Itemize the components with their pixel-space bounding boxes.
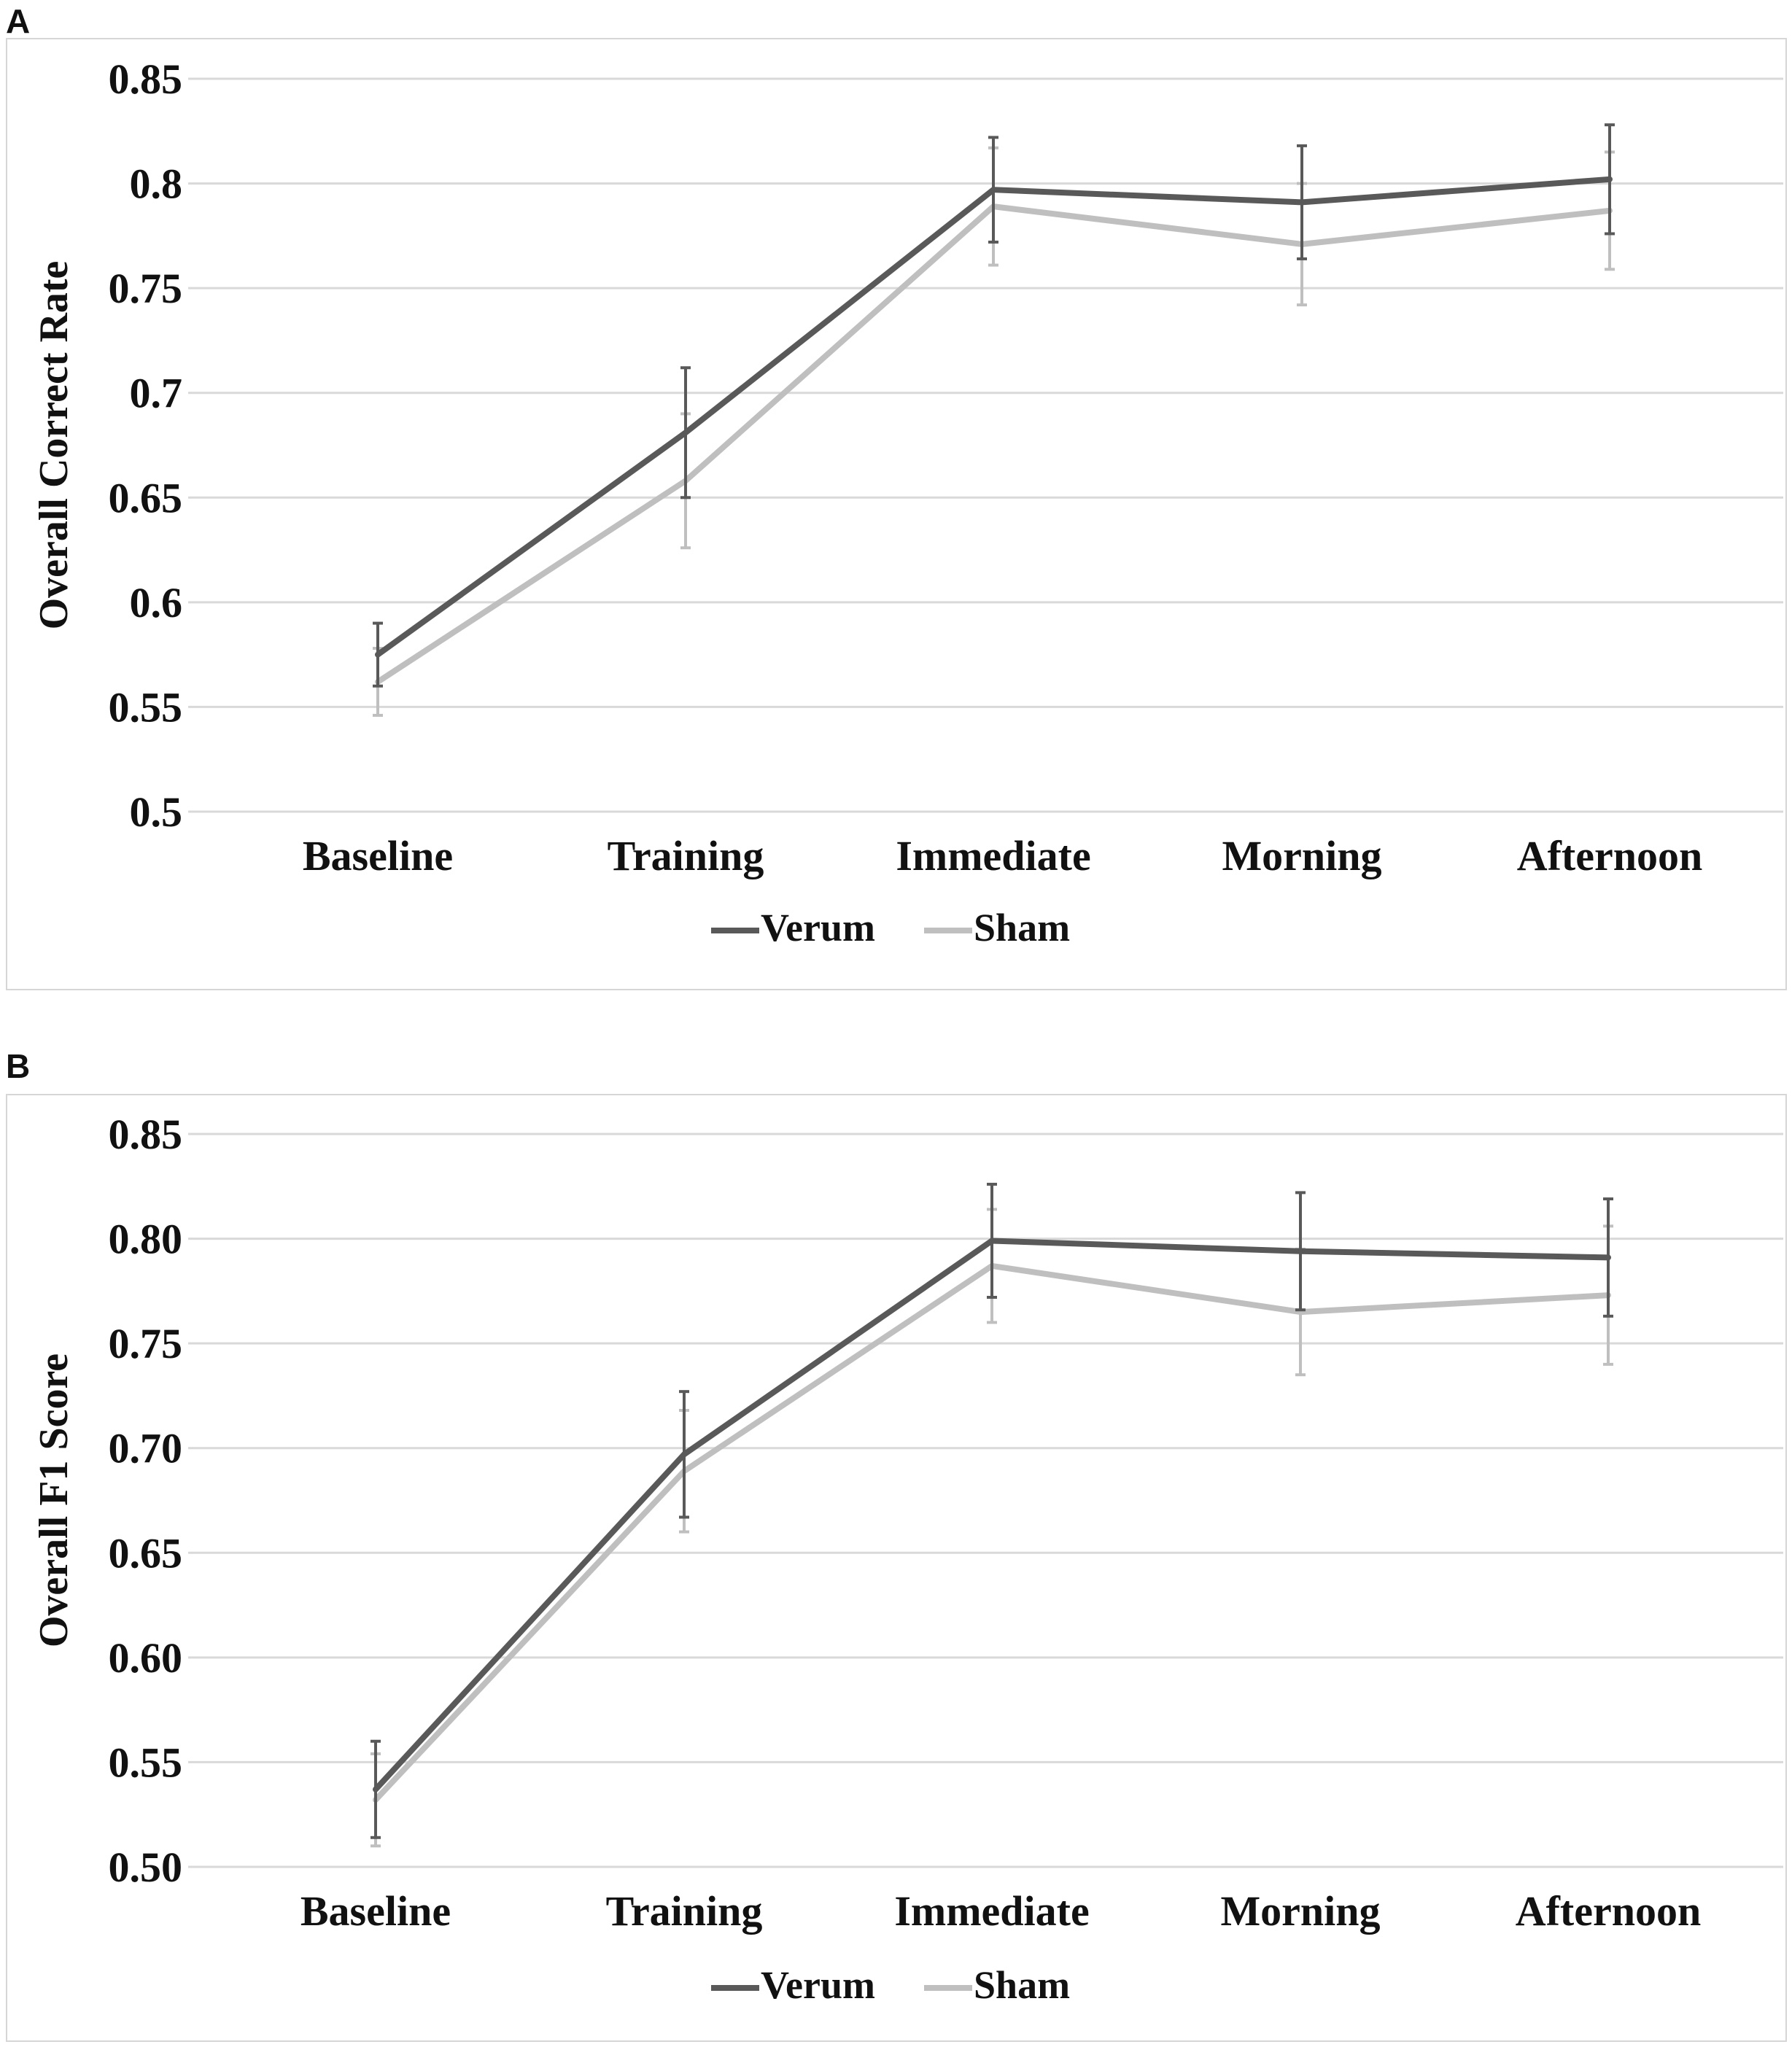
chart-b-legend-verum-label: Verum: [761, 1963, 875, 2007]
chart-a-y-tick-label: 0.85: [109, 55, 183, 103]
chart-b-sham-series-line: [373, 1262, 1611, 1803]
chart-a-y-tick-label: 0.55: [109, 683, 183, 731]
chart-b-y-tick-label: 0.55: [109, 1739, 183, 1786]
chart-b-verum-point: [1298, 1248, 1303, 1254]
chart-a-y-tick-label: 0.8: [130, 160, 183, 208]
chart-a-y-tick-label: 0.75: [109, 265, 183, 312]
chart-a-y-axis-label: Overall Correct Rate: [31, 261, 77, 630]
chart-b-y-tick-label: 0.75: [109, 1320, 183, 1367]
chart-a-verum-point: [1300, 200, 1304, 205]
chart-a-legend-verum-label: Verum: [761, 906, 875, 949]
panel-a-frame: [6, 38, 1787, 990]
chart-b-x-tick-label: Immediate: [894, 1887, 1089, 1935]
chart-b-x-tick-label: Morning: [1220, 1887, 1380, 1935]
chart-b-y-tick-label: 0.50: [109, 1844, 183, 1891]
chart-a-verum-point: [991, 187, 996, 193]
chart-b-x-tick-label: Training: [606, 1887, 763, 1935]
chart-a-x-tick-label: Morning: [1222, 832, 1381, 879]
chart-a-verum-point: [1607, 176, 1612, 182]
chart-a-x-tick-label: Training: [608, 832, 764, 879]
chart-b-x-tick-label: Baseline: [300, 1887, 451, 1935]
chart-b-y-axis-label: Overall F1 Score: [31, 1353, 77, 1647]
chart-b-y-tick-label: 0.60: [109, 1634, 183, 1682]
chart-a-legend-sham-label: Sham: [974, 906, 1070, 949]
chart-a-y-tick-label: 0.7: [130, 370, 183, 417]
chart-b-y-tick-label: 0.70: [109, 1425, 183, 1472]
chart-a-y-tick-label: 0.65: [109, 474, 183, 521]
chart-a-x-tick-label: Afternoon: [1517, 832, 1703, 879]
panel-a-label: A: [6, 2, 31, 40]
chart-b-y-tick-label: 0.85: [109, 1111, 183, 1158]
chart-b-y-tick-label: 0.80: [109, 1216, 183, 1263]
chart-b-verum-point: [682, 1452, 686, 1457]
chart-a-y-tick-label: 0.5: [130, 788, 183, 836]
chart-b-verum-point: [1606, 1255, 1610, 1260]
chart-a-verum-point: [683, 430, 688, 435]
chart-b-legend-sham-label: Sham: [974, 1963, 1070, 2007]
chart-a-verum-point: [376, 652, 380, 657]
panel-b-label: B: [6, 1047, 31, 1085]
chart-a-y-tick-label: 0.6: [130, 579, 183, 626]
chart-a-sham-series-line: [375, 203, 1613, 685]
chart-b-x-tick-label: Afternoon: [1516, 1887, 1702, 1935]
chart-b-y-tick-label: 0.65: [109, 1529, 183, 1577]
chart-b-verum-point: [373, 1787, 378, 1792]
panel-b-frame: [6, 1094, 1787, 2042]
chart-b-verum-point: [990, 1238, 994, 1243]
chart-a-x-tick-label: Immediate: [896, 832, 1090, 879]
chart-a-x-tick-label: Baseline: [303, 832, 453, 879]
